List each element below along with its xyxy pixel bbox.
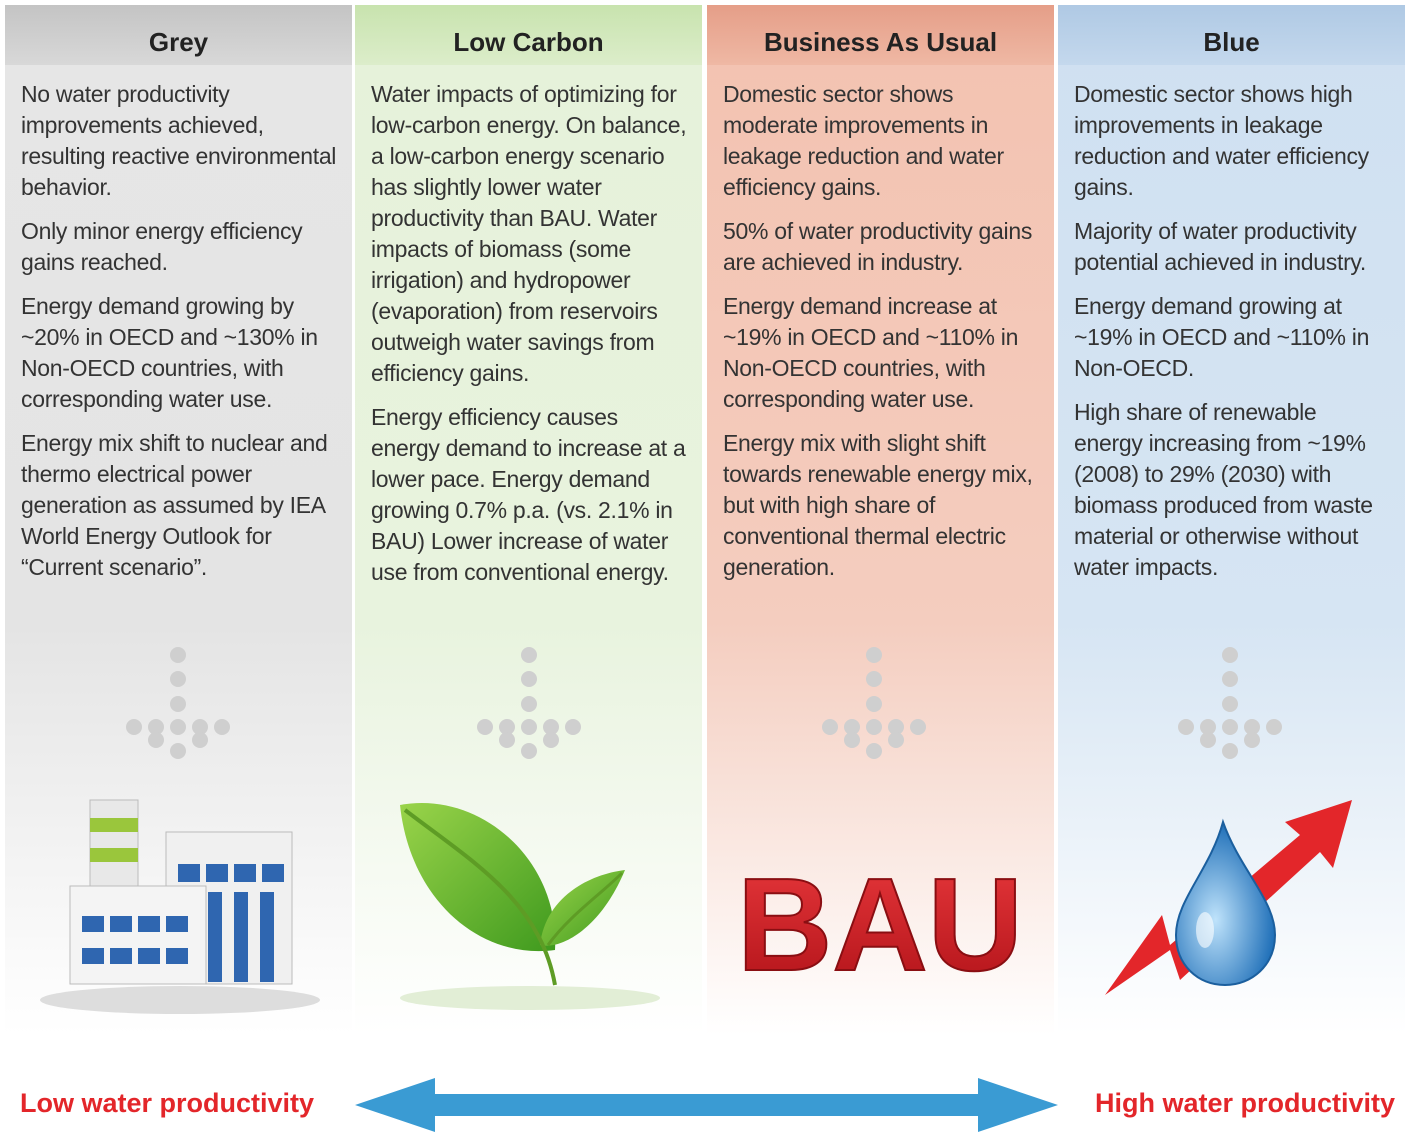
dot — [1222, 719, 1238, 735]
dotted-arrows — [126, 647, 1282, 759]
dot — [1200, 732, 1216, 748]
dot — [866, 647, 882, 663]
dot — [822, 719, 838, 735]
dot — [521, 743, 537, 759]
dot — [1244, 719, 1260, 735]
paragraph: No water productivity improvements achie… — [21, 81, 337, 200]
paragraph: Energy mix with slight shift towards ren… — [723, 430, 1033, 580]
paragraph: Energy demand growing at ~19% in OECD an… — [1074, 293, 1370, 381]
paragraph: High share of renewable energy increasin… — [1074, 399, 1373, 580]
dot — [888, 719, 904, 735]
column-body: Domestic sector shows moderate improveme… — [707, 65, 1054, 583]
dot — [170, 671, 186, 687]
dot — [170, 696, 186, 712]
dot — [866, 671, 882, 687]
dot — [565, 719, 581, 735]
factory-icon — [40, 799, 320, 1014]
dot — [148, 732, 164, 748]
dot — [192, 719, 208, 735]
dot — [1244, 732, 1260, 748]
paragraph: Domestic sector shows high improvements … — [1074, 81, 1369, 200]
dot — [214, 719, 230, 735]
dot — [521, 647, 537, 663]
scale-arrow — [355, 1078, 1058, 1132]
paragraph: Energy efficiency causes energy demand t… — [371, 404, 686, 585]
column-title: Grey — [5, 5, 352, 65]
paragraph: Energy demand growing by ~20% in OECD an… — [21, 293, 318, 412]
leaf-icon — [400, 802, 660, 1010]
column-title: Low Carbon — [355, 5, 702, 65]
dot — [192, 732, 208, 748]
dot — [499, 719, 515, 735]
paragraph: Only minor energy efficiency gains reach… — [21, 218, 303, 275]
dot — [477, 719, 493, 735]
dot — [126, 719, 142, 735]
dot — [170, 743, 186, 759]
dot — [521, 696, 537, 712]
dot — [170, 647, 186, 663]
dot — [170, 719, 186, 735]
dot — [1266, 719, 1282, 735]
column-title: Business As Usual — [707, 5, 1054, 65]
scale-right-label: High water productivity — [1094, 1088, 1395, 1118]
dot — [866, 696, 882, 712]
dot — [1200, 719, 1216, 735]
dot — [148, 719, 164, 735]
dot — [844, 732, 860, 748]
dot — [888, 732, 904, 748]
column-title: Blue — [1058, 5, 1405, 65]
paragraph: Energy demand increase at ~19% in OECD a… — [723, 293, 1019, 412]
bau-icon-text: BAU — [737, 851, 1023, 998]
dot — [543, 732, 559, 748]
paragraph: Majority of water productivity potential… — [1074, 218, 1367, 275]
dot — [1222, 743, 1238, 759]
dot — [866, 719, 882, 735]
paragraph: 50% of water productivity gains are achi… — [723, 218, 1033, 275]
dot — [1222, 647, 1238, 663]
column: Low Carbon Water impacts of optimizing fo… — [355, 5, 702, 1035]
dot — [866, 743, 882, 759]
column-body: Domestic sector shows high improvements … — [1058, 65, 1405, 583]
dot — [1222, 671, 1238, 687]
dot — [910, 719, 926, 735]
dot — [1222, 696, 1238, 712]
dot — [543, 719, 559, 735]
dot — [521, 671, 537, 687]
water-growth-icon — [1105, 800, 1352, 995]
column: Grey No water productivity improvements a… — [5, 5, 352, 1035]
paragraph: Domestic sector shows moderate improveme… — [723, 81, 1004, 200]
column-body: Water impacts of optimizing for low-carb… — [355, 65, 702, 588]
paragraph: Energy mix shift to nuclear and thermo e… — [21, 430, 328, 580]
dot — [521, 719, 537, 735]
scale-left-label: Low water productivity — [20, 1088, 315, 1118]
dot — [1178, 719, 1194, 735]
column-body: No water productivity improvements achie… — [5, 65, 352, 583]
dot — [499, 732, 515, 748]
dot — [844, 719, 860, 735]
column: Business As Usual Domestic sector shows m… — [707, 5, 1054, 1035]
paragraph: Water impacts of optimizing for low-carb… — [371, 81, 687, 386]
